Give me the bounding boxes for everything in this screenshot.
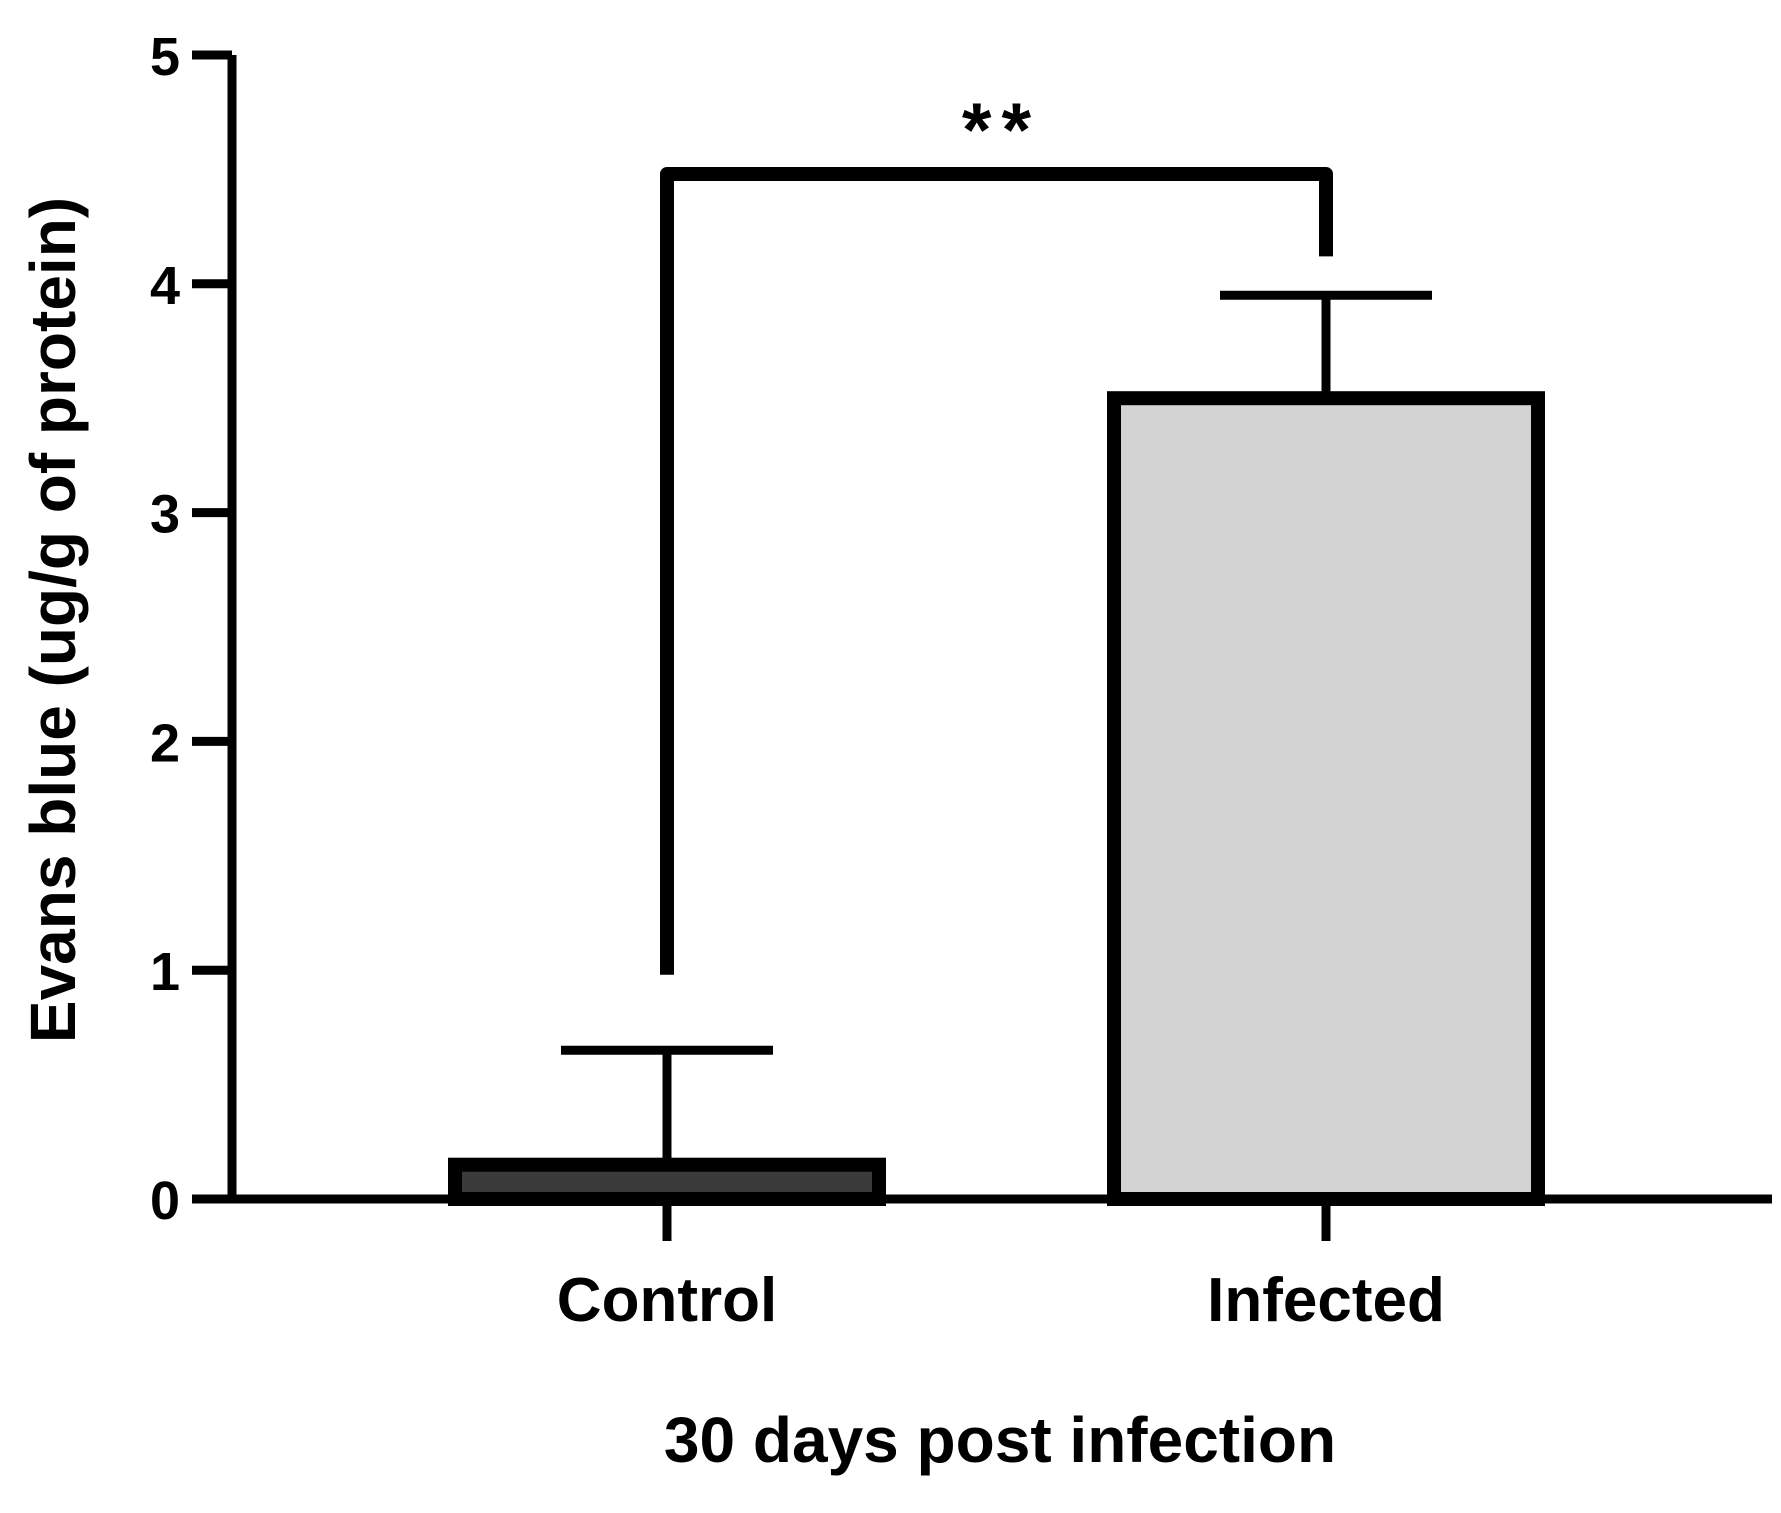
significance-bracket-line bbox=[660, 166, 1333, 975]
significance-label: ** bbox=[962, 88, 1041, 173]
y-axis-title: Evans blue (ug/g of protein) bbox=[17, 197, 89, 1043]
significance-bracket: ** bbox=[660, 88, 1333, 975]
y-tick-label-1: 1 bbox=[150, 942, 180, 1002]
bar-control bbox=[448, 1157, 886, 1207]
y-tick-label-0: 0 bbox=[150, 1171, 180, 1231]
y-tick-label-2: 2 bbox=[150, 713, 180, 773]
x-tick-label-infected: Infected bbox=[1207, 1266, 1445, 1335]
y-tick-label-3: 3 bbox=[150, 485, 180, 545]
bar-infected bbox=[1107, 391, 1545, 1206]
y-tick-label-5: 5 bbox=[150, 27, 180, 87]
error-bars bbox=[561, 290, 1432, 1165]
labels: 0 1 2 3 4 5 Control Infected bbox=[150, 27, 1445, 1335]
x-axis-title: 30 days post infection bbox=[664, 1404, 1336, 1476]
bars bbox=[448, 391, 1545, 1207]
y-tick-label-4: 4 bbox=[150, 256, 180, 316]
x-tick-label-control: Control bbox=[557, 1266, 777, 1335]
